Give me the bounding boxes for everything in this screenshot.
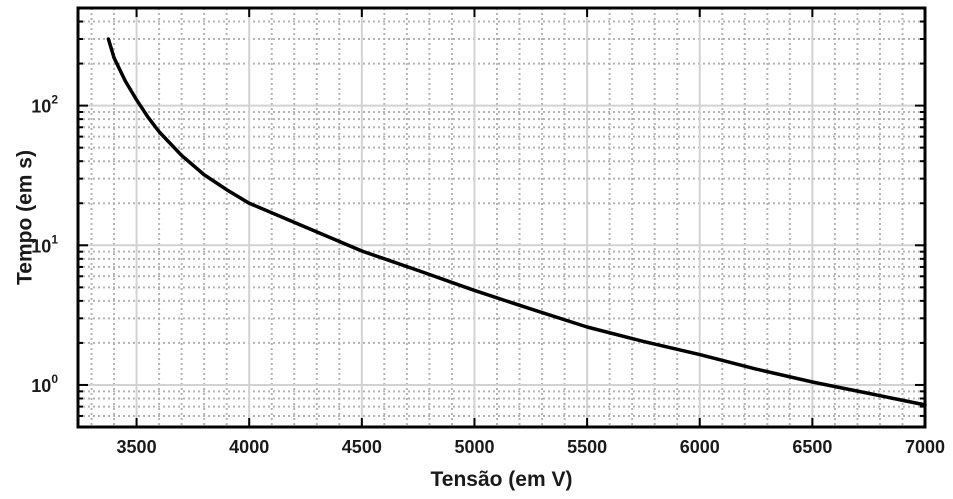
series-layer	[108, 39, 925, 405]
series-line	[108, 39, 925, 405]
ticks: 3500 4000 4500 5000 5500 6000 6500 700010010110…	[31, 8, 945, 457]
y-tick-label: 102	[31, 93, 58, 117]
x-tick-label: 6000	[680, 437, 720, 457]
x-tick-label: 6500	[792, 437, 832, 457]
y-tick-label: 100	[31, 372, 58, 396]
x-axis-label: Tensão (em V)	[431, 468, 573, 491]
x-tick-label: 3500	[117, 437, 157, 457]
x-tick-label: 4000	[229, 437, 269, 457]
grid	[78, 8, 925, 427]
x-tick-label: 4500	[342, 437, 382, 457]
x-tick-label: 7000	[905, 437, 945, 457]
y-axis-label: Tempo (em s)	[14, 150, 37, 285]
x-tick-label: 5000	[454, 437, 494, 457]
x-tick-label: 5500	[567, 437, 607, 457]
